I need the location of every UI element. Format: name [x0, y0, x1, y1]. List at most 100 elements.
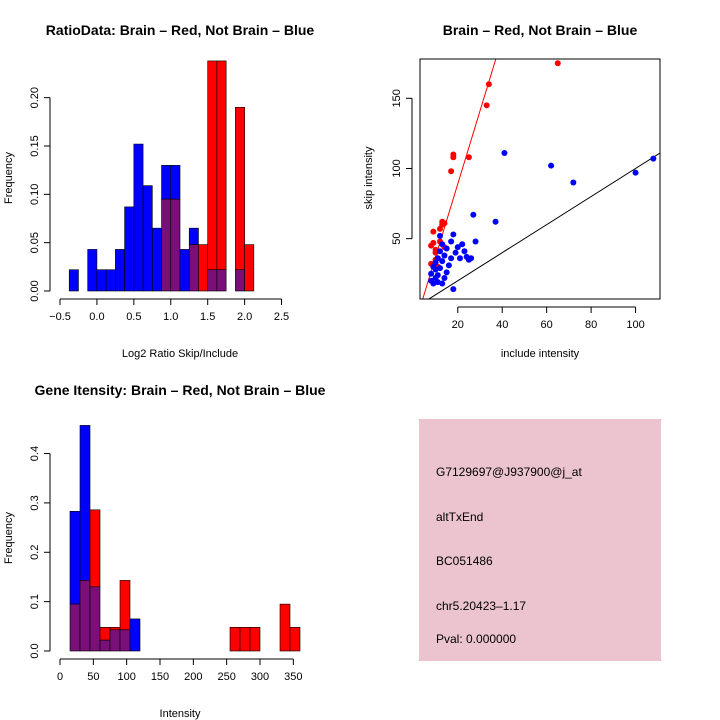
intensity-scatter-xlabel: include intensity [501, 348, 580, 360]
red-bar [239, 627, 251, 652]
ratio-histogram-ylabel: Frequency [3, 152, 15, 204]
blue-bar [152, 227, 162, 292]
red-bar [198, 244, 208, 292]
brain-point [448, 168, 455, 175]
not-brain-point [437, 248, 443, 255]
red-bar [89, 509, 101, 588]
not-brain-point [428, 270, 435, 277]
blue-bar [69, 511, 81, 605]
blue-bar [179, 249, 190, 292]
red-bar [279, 603, 291, 652]
red-bar [229, 627, 241, 652]
info-panel: G7129697@J937900@j_at altTxEnd BC051486 … [419, 419, 661, 661]
brain-point [465, 154, 472, 161]
not-brain-point [472, 238, 479, 245]
not-brain-point [570, 179, 577, 186]
brain-point [430, 239, 437, 246]
not-brain-point [441, 252, 448, 259]
x-tick-label: −0.5 [49, 311, 71, 323]
not-brain-point [470, 211, 477, 218]
overlap-bar [69, 603, 81, 652]
overlap-bar [109, 629, 121, 652]
not-brain-point [452, 249, 459, 256]
x-tick-label: 2.5 [274, 311, 289, 323]
blue-bar [142, 185, 153, 292]
y-tick-label: 50 [391, 233, 403, 245]
not-brain-point [450, 286, 457, 293]
not-brain-point [439, 241, 446, 248]
x-tick-label: 1.0 [163, 311, 178, 323]
brain-point [430, 228, 437, 235]
info-panel-background [419, 419, 661, 661]
not-brain-point [437, 232, 443, 239]
plot-frame [419, 58, 661, 300]
y-tick-label: 0.20 [29, 87, 41, 108]
blue-bar [105, 269, 116, 292]
red-bar [99, 627, 111, 641]
y-tick-label: 0.0 [29, 643, 41, 658]
blue-bar [133, 143, 144, 292]
brain-point [485, 81, 492, 88]
intensity-scatter: Brain – Red, Not Brain – Blue include in… [363, 22, 661, 360]
ratio-histogram: RatioData: Brain – Red, Not Brain – Blue… [3, 22, 314, 360]
y-tick-label: 0.10 [29, 184, 41, 205]
x-tick-label: 2.0 [237, 311, 252, 323]
y-tick-label: 0.1 [29, 594, 41, 609]
not-brain-point [434, 255, 441, 262]
gene-intensity-histogram: Gene Itensity: Brain – Red, Not Brain – … [3, 382, 326, 720]
gene-intensity-xlabel: Intensity [160, 708, 201, 720]
red-bar [216, 60, 227, 271]
not-brain-point [468, 255, 475, 262]
overlap-bar [188, 244, 199, 292]
ratio-histogram-title: RatioData: Brain – Red, Not Brain – Blue [46, 22, 315, 38]
not-brain-point [434, 272, 441, 279]
not-brain-point [459, 241, 466, 248]
blue-bar [87, 249, 98, 292]
red-bar [119, 580, 131, 631]
not-brain-point [457, 255, 463, 262]
red-bar [249, 627, 261, 652]
not-brain-point [439, 258, 446, 265]
overlap-bar [161, 198, 172, 292]
not-brain-point [443, 245, 450, 252]
gene-intensity-title: Gene Itensity: Brain – Red, Not Brain – … [35, 382, 326, 398]
not-brain-point [450, 231, 457, 238]
gene-intensity-ylabel: Frequency [3, 512, 15, 564]
x-tick-label: 100 [626, 319, 644, 331]
ratio-histogram-xlabel: Log2 Ratio Skip/Include [122, 348, 238, 360]
x-tick-label: 350 [284, 671, 302, 683]
brain-point [441, 220, 448, 227]
intensity-scatter-ylabel: skip intensity [363, 146, 375, 209]
overlap-bar [79, 580, 91, 652]
accession-text: BC051486 [436, 554, 493, 568]
event-type-text: altTxEnd [436, 510, 483, 524]
not-brain-point [448, 255, 455, 262]
x-tick-label: 60 [541, 319, 553, 331]
location-text: chr5.20423–1.17 [436, 599, 526, 613]
blue-bar [170, 165, 181, 200]
red-bar [109, 627, 121, 631]
overlap-bar [207, 269, 218, 292]
blue-bar [188, 227, 199, 245]
x-tick-label: 0.5 [126, 311, 141, 323]
blue-bar [79, 425, 91, 581]
not-brain-point [439, 280, 446, 287]
brain-point [450, 151, 457, 158]
identity-line [427, 152, 660, 299]
brain-point [554, 60, 561, 67]
not-brain-point [650, 155, 657, 162]
overlap-bar [235, 269, 245, 292]
not-brain-point [548, 162, 555, 169]
overlap-bar [119, 629, 131, 652]
x-tick-label: 200 [184, 671, 202, 683]
blue-bar [124, 206, 135, 292]
red-bar [244, 244, 255, 292]
blue-bar [68, 269, 79, 292]
blue-bar [129, 618, 141, 652]
x-tick-label: 150 [151, 671, 169, 683]
x-tick-label: 0.0 [89, 311, 104, 323]
not-brain-point [501, 150, 508, 157]
not-brain-point [454, 244, 461, 251]
y-tick-label: 0.3 [29, 495, 41, 510]
not-brain-point [461, 248, 468, 255]
